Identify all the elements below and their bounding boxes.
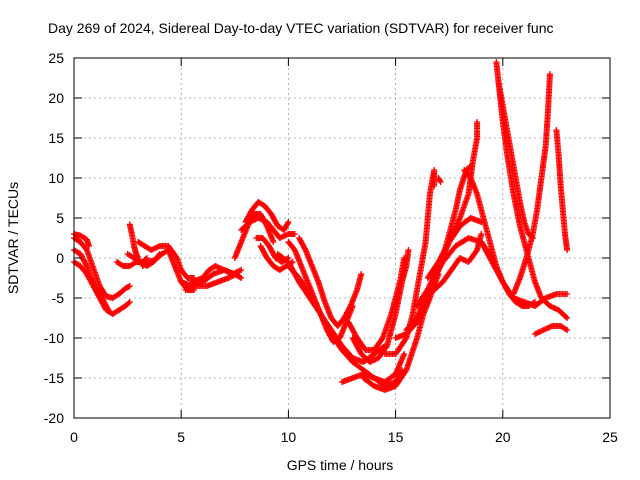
data-point-marker [301,245,308,252]
data-point-marker [546,71,553,77]
y-tick-label: 25 [48,50,64,66]
x-tick-label: 10 [281,429,297,445]
y-tick-label: -10 [44,330,64,346]
series-arc-1 [71,235,133,301]
series-arc-39 [553,127,571,253]
data-point-marker [564,247,571,253]
data-point-marker [238,267,245,273]
x-tick-label: 0 [70,429,78,445]
y-tick-label: 0 [56,250,64,266]
data-point-marker [436,177,443,184]
y-tick-label: -20 [44,410,64,426]
chart-title: Day 269 of 2024, Sidereal Day-to-day VTE… [48,20,554,36]
series-arc-14 [242,199,292,233]
y-tick-label: 15 [48,130,64,146]
y-tick-label: -15 [44,370,64,386]
data-point-marker [236,274,243,281]
series-arc-19 [296,235,365,329]
data-point-marker [474,119,481,125]
series-arc-22 [345,255,408,353]
y-tick-label: 10 [48,170,64,186]
data-point-marker [83,261,90,268]
series-arc-37 [510,71,553,297]
data-point-marker [473,248,480,255]
y-axis-title: SDTVAR / TECUs [5,182,21,294]
y-tick-label: 5 [56,210,64,226]
series-arc-32 [435,175,444,185]
data-point-marker [86,243,93,249]
data-point-marker [383,344,390,351]
series-arc-23 [349,247,412,365]
data-point-marker [562,326,569,333]
data-point-marker [358,271,365,277]
data-point-marker [284,220,291,227]
x-tick-label: 20 [495,429,511,445]
y-tick-label: 20 [48,90,64,106]
series-arc-30 [424,215,485,281]
data-point-marker [285,219,292,225]
series-arc-3 [71,247,112,313]
data-point-marker [105,307,112,313]
data-point-marker [125,300,132,306]
data-point-marker [346,304,353,311]
y-tick-label: -5 [52,290,65,306]
data-point-marker [126,283,133,289]
x-tick-label: 25 [602,429,618,445]
data-point-marker [402,368,409,375]
data-point-marker [270,239,277,245]
plot-frame [73,57,611,419]
data-point-marker [143,255,150,261]
data-point-marker [564,291,571,297]
series-arc-12 [188,263,245,285]
axis-ticks [73,57,611,419]
series-arc-31 [431,231,485,293]
series-arc-15 [238,215,298,241]
data-point-marker [437,179,444,185]
data-point-marker [563,314,570,320]
data-point-marker [564,327,571,333]
data-point-marker [126,299,133,305]
data-point-marker [564,315,571,321]
series-arc-38 [531,323,571,337]
series-arc-17 [257,243,296,273]
data-point-marker [104,305,111,312]
x-tick-label: 5 [177,429,185,445]
series-arc-24 [339,351,408,385]
data-point-marker [405,247,412,253]
x-tick-label: 15 [388,429,404,445]
data-point-marker [238,275,245,281]
data-point-marker [431,183,438,189]
x-axis-title: GPS time / hours [287,457,394,473]
data-point-marker [401,351,408,357]
tick-labels: 0 5 10 15 20 25 -20 -15 -10 -5 0 5 10 15 20 25 [44,50,618,445]
data-point-marker [478,231,485,237]
data-point-marker [291,231,298,237]
data-series [71,59,571,393]
